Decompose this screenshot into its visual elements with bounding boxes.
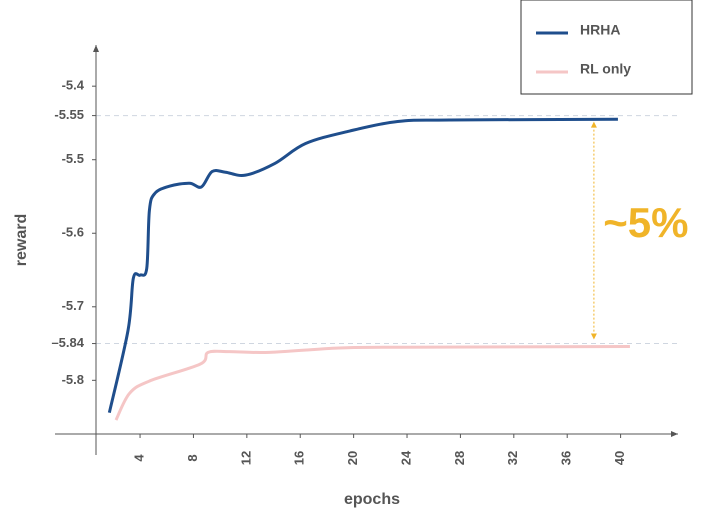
legend-box [520,0,693,95]
y-axis-label: reward [13,214,30,266]
y-tick-label: –5.84 [51,335,84,350]
x-tick-label: 20 [345,451,360,465]
line-series [107,117,618,414]
x-axis-label: epochs [344,491,400,508]
x-tick-label: 36 [559,451,574,465]
legend-label: RL only [580,61,631,77]
x-tick-label: 24 [398,450,413,465]
x-tick-label: 40 [612,451,627,465]
x-tick-label: 8 [185,454,200,461]
x-tick-label: 4 [131,454,146,462]
annotation: ~5% [603,199,688,246]
y-tick-label: -5.6 [62,225,84,240]
line-series [114,344,630,421]
y-tick-label: -5.5 [62,151,84,166]
y-tick-label: -5.4 [62,78,85,93]
y-axis-arrow [93,45,99,52]
x-tick-label: 12 [238,451,253,465]
y-tick-label: -5.8 [62,372,84,387]
x-tick-label: 32 [505,451,520,465]
y-tick-label: -5.55 [54,107,84,122]
x-tick-label: 16 [292,451,307,465]
y-tick-label: -5.7 [62,298,84,313]
x-axis-arrow [671,431,678,437]
arrow-head [590,121,597,128]
arrow-head [590,333,597,340]
legend-label: HRHA [580,22,620,38]
x-tick-label: 28 [452,451,467,465]
